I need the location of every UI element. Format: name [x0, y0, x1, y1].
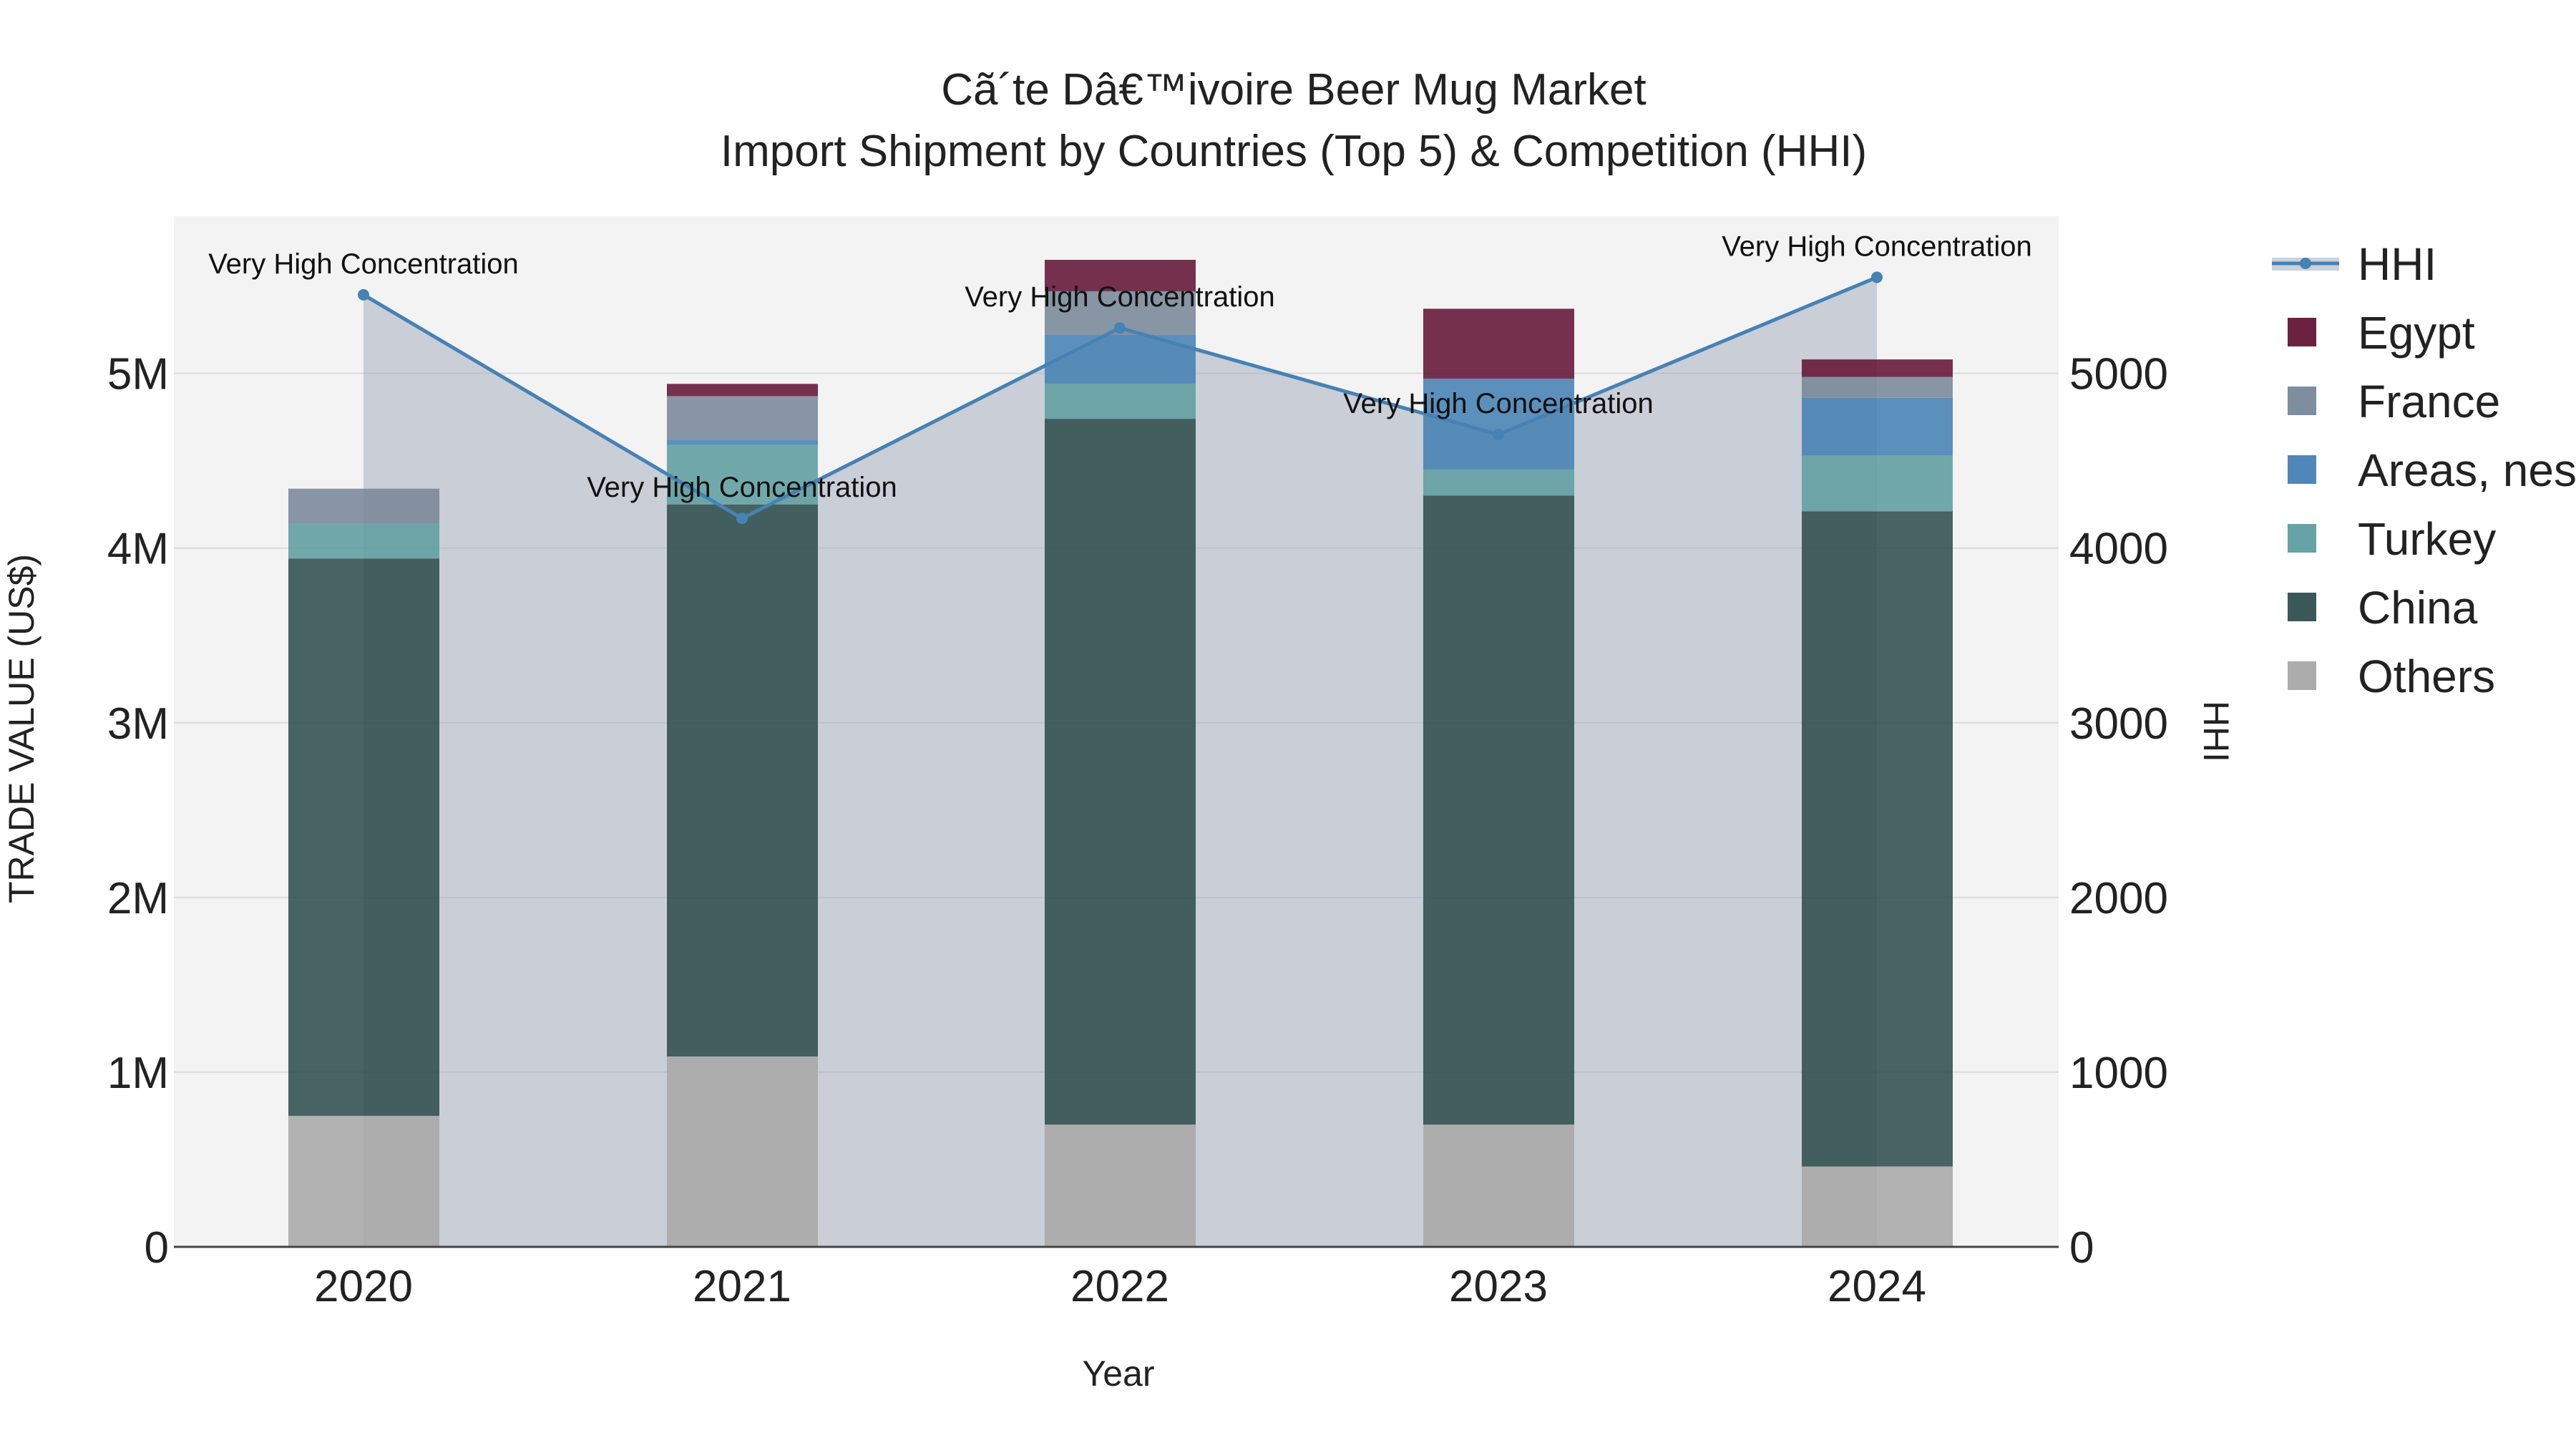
bar-others-2020 [288, 1115, 439, 1247]
hhi-annotation-2023: Very High Concentration [1343, 388, 1654, 419]
bar-turkey-2023 [1423, 469, 1574, 496]
hhi-marker-2022 [1114, 322, 1126, 334]
y-tick-label: 1M [107, 1049, 169, 1098]
bar-areas-nes-2021 [667, 439, 818, 445]
bar-turkey-2022 [1045, 384, 1196, 419]
hhi-marker-2020 [358, 288, 369, 301]
y-tick-label: 3M [107, 699, 169, 749]
y2-tick-label: 1000 [2069, 1049, 2168, 1098]
bar-turkey-2020 [288, 523, 439, 559]
y2-tick-label: 2000 [2069, 874, 2168, 923]
bar-china-2022 [1045, 419, 1196, 1125]
hhi-annotation-2022: Very High Concentration [965, 281, 1275, 313]
y2-axis-title: HHI [2196, 701, 2236, 762]
y2-tick-label: 4000 [2069, 525, 2168, 574]
bar-others-2021 [667, 1056, 818, 1247]
legend-swatch-egypt [2288, 318, 2316, 346]
legend-label-china: China [2358, 582, 2478, 633]
legend-label-egypt: Egypt [2358, 307, 2475, 359]
bar-egypt-2023 [1423, 308, 1574, 379]
legend-swatch-areas-nes [2288, 455, 2316, 484]
hhi-line-layer [358, 271, 1883, 525]
bar-china-2020 [288, 558, 439, 1116]
bar-others-2024 [1802, 1166, 1953, 1247]
x-axis-title: Year [1082, 1354, 1154, 1394]
y2-tick-labels: 0 1000 2000 3000 4000 5000 [2069, 350, 2168, 1273]
bar-egypt-2021 [667, 384, 818, 397]
bar-france-2021 [667, 396, 818, 440]
hhi-marker-2023 [1493, 429, 1504, 441]
y-tick-label: 4M [107, 525, 169, 574]
x-tick-label: 2024 [1828, 1262, 1926, 1311]
y-tick-label: 5M [107, 350, 169, 399]
bar-china-2021 [667, 504, 818, 1056]
y-axis-title: TRADE VALUE (US$) [1, 554, 42, 903]
legend-label-others: Others [2358, 651, 2495, 702]
legend-label-areas-nes: Areas, nes [2358, 444, 2576, 496]
x-tick-label: 2020 [314, 1262, 413, 1311]
legend-swatch-china [2288, 593, 2316, 621]
x-tick-label: 2023 [1449, 1262, 1548, 1311]
hhi-annotation-2021: Very High Concentration [587, 472, 897, 503]
legend-hhi-marker [2300, 258, 2311, 269]
legend: HHI Egypt France Areas, nes Turkey China Other… [2272, 238, 2576, 702]
bar-areas-nes-2023 [1423, 378, 1574, 470]
legend-swatch-france [2288, 387, 2316, 415]
chart-title-line2: Import Shipment by Countries (Top 5) & C… [721, 127, 1867, 176]
bar-france-2024 [1802, 376, 1953, 398]
y-tick-label: 2M [107, 874, 169, 923]
legend-label-france: France [2358, 376, 2500, 427]
bar-france-2020 [288, 488, 439, 524]
bar-others-2023 [1423, 1124, 1574, 1247]
legend-swatch-others [2288, 661, 2316, 690]
y2-tick-label: 5000 [2069, 350, 2168, 399]
legend-label-hhi: HHI [2358, 238, 2436, 290]
bar-others-2022 [1045, 1124, 1196, 1247]
legend-swatch-turkey [2288, 524, 2316, 553]
legend-label-turkey: Turkey [2358, 513, 2496, 565]
chart-title-line1: Cã´te Dâ€™ivoire Beer Mug Market [941, 65, 1646, 115]
y-tick-labels: 0 1M 2M 3M 4M 5M [107, 350, 169, 1273]
x-tick-label: 2021 [693, 1262, 791, 1311]
y2-tick-label: 3000 [2069, 699, 2168, 749]
bars [288, 260, 1953, 1247]
bar-egypt-2022 [1045, 260, 1196, 291]
bar-china-2024 [1802, 511, 1953, 1167]
y-tick-label: 0 [145, 1223, 169, 1273]
hhi-marker-2024 [1871, 271, 1883, 283]
bar-china-2023 [1423, 495, 1574, 1125]
hhi-annotation-2024: Very High Concentration [1722, 230, 2032, 262]
y2-tick-label: 0 [2069, 1223, 2094, 1273]
bar-turkey-2024 [1802, 455, 1953, 512]
hhi-annotation-2020: Very High Concentration [208, 248, 519, 280]
x-tick-label: 2022 [1070, 1262, 1169, 1311]
hhi-annotations: Very High Concentration Very High Concent… [208, 230, 2032, 503]
bar-areas-nes-2024 [1802, 397, 1953, 456]
hhi-marker-2021 [736, 512, 748, 525]
bar-egypt-2024 [1802, 359, 1953, 377]
x-tick-labels: 2020 2021 2022 2023 2024 [314, 1262, 1926, 1311]
